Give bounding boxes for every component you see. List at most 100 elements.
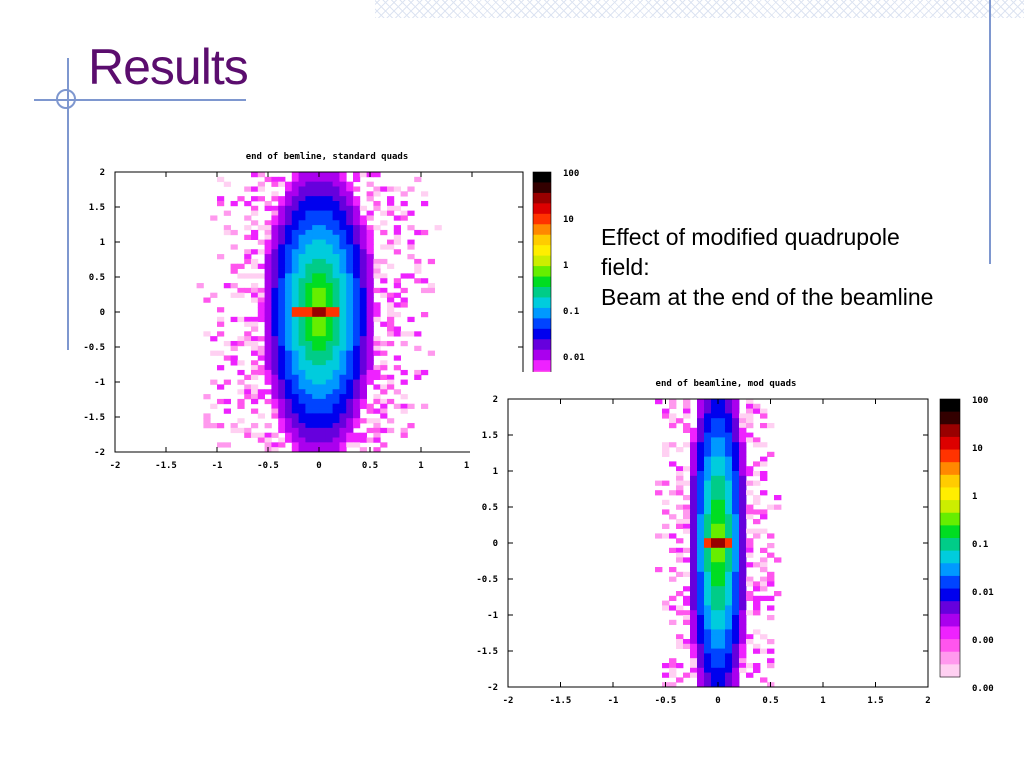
heat-cell — [359, 379, 367, 385]
heat-cell — [217, 196, 225, 202]
heat-cell — [291, 413, 299, 419]
heat-cell — [732, 447, 740, 453]
heat-cell — [271, 263, 279, 269]
heat-cell — [285, 210, 293, 216]
heat-cell — [319, 258, 327, 265]
heat-cell — [271, 316, 279, 323]
heat-cell — [332, 427, 340, 434]
heat-cell — [739, 480, 747, 486]
heat-cell — [669, 663, 677, 669]
heat-cell — [278, 369, 286, 376]
heat-cell — [264, 200, 272, 207]
y-tick-label: -2 — [487, 683, 498, 693]
heat-cell — [332, 249, 340, 255]
heat-cell — [305, 191, 313, 197]
description-line-1: Effect of modified quadrupole — [601, 224, 900, 250]
heat-cell — [366, 340, 374, 347]
colorbar-swatch — [940, 487, 960, 501]
heat-cell — [305, 360, 313, 366]
colorbar-label: 100 — [972, 396, 988, 406]
y-tick-label: 1 — [493, 467, 498, 477]
heat-cell — [278, 398, 286, 405]
heat-cell — [690, 667, 698, 673]
colorbar-border — [939, 398, 961, 678]
heat-cell — [325, 408, 333, 414]
heat-cell — [767, 595, 775, 601]
heat-cell — [223, 181, 231, 187]
heat-cell — [359, 418, 367, 424]
heat-cell — [332, 268, 340, 274]
heat-cell — [332, 287, 340, 294]
heat-cell — [353, 225, 361, 231]
heat-cell — [278, 413, 286, 419]
heat-cell — [718, 447, 726, 453]
heat-cell — [264, 369, 272, 376]
heat-cell — [278, 229, 286, 236]
heat-cell — [298, 326, 306, 332]
heat-cell — [244, 249, 252, 255]
heat-cell — [387, 331, 395, 337]
heat-cell — [427, 283, 435, 289]
heat-cell — [421, 229, 429, 236]
heat-cell — [718, 475, 726, 481]
heat-cell — [704, 653, 712, 659]
heat-cell — [312, 186, 320, 192]
heat-cell — [746, 466, 754, 472]
heat-cell — [711, 624, 719, 630]
heat-cell — [339, 326, 347, 332]
heat-cell — [257, 316, 265, 323]
heat-cell — [366, 403, 374, 409]
heat-cell — [373, 384, 381, 390]
heat-cell — [407, 186, 415, 192]
heat-cell — [251, 316, 259, 323]
heat-cell — [366, 244, 374, 250]
heat-cell — [325, 229, 333, 236]
heat-cell — [711, 442, 719, 448]
heat-cell — [305, 283, 313, 289]
heat-cell — [251, 350, 259, 356]
heat-cell — [718, 499, 726, 505]
heat-cell — [271, 239, 279, 245]
heat-cell — [230, 292, 238, 298]
heat-cell — [332, 254, 340, 260]
heat-cell — [278, 321, 286, 327]
heat-cell — [332, 186, 340, 192]
heat-cell — [718, 653, 726, 659]
heat-cell — [257, 172, 265, 178]
heat-cell — [704, 615, 712, 621]
heat-cell — [305, 205, 313, 212]
heat-cell — [711, 629, 719, 635]
header-pattern — [375, 0, 1024, 18]
right-rule — [989, 0, 991, 264]
heat-cell — [305, 413, 313, 419]
heat-cell — [237, 273, 245, 279]
heat-cell — [690, 523, 698, 529]
heat-cell — [353, 287, 361, 294]
heat-cell — [407, 225, 415, 231]
x-tick-label: 0.5 — [762, 696, 778, 706]
heat-cell — [339, 200, 347, 207]
heat-cell — [414, 374, 422, 380]
heat-cell — [760, 528, 768, 534]
heat-cell — [332, 384, 340, 390]
heat-cell — [325, 447, 333, 453]
heat-cell — [732, 399, 740, 405]
heat-cell — [305, 316, 313, 323]
heat-cell — [725, 562, 733, 568]
heat-cell — [271, 350, 279, 356]
heat-cell — [732, 490, 740, 496]
heat-cell — [407, 210, 415, 216]
heat-cell — [732, 543, 740, 549]
heat-cell — [739, 643, 747, 649]
heat-cell — [359, 437, 367, 443]
heat-cell — [753, 509, 761, 515]
heat-cell — [697, 485, 705, 491]
heat-cell — [359, 278, 367, 284]
heat-cell — [690, 629, 698, 635]
heat-cell — [339, 186, 347, 192]
y-tick-label: -0.5 — [476, 575, 498, 585]
heat-cell — [676, 663, 684, 669]
heat-cell — [298, 432, 306, 438]
heat-cell — [305, 268, 313, 274]
heat-cell — [739, 523, 747, 529]
